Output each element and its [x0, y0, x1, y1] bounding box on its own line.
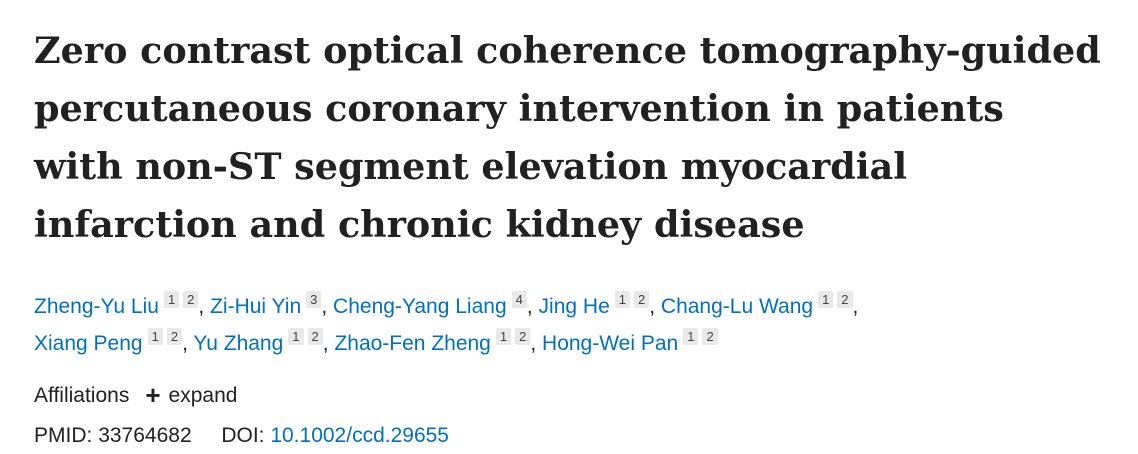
pmid-label: PMID:: [34, 424, 93, 447]
affiliation-ref-badge[interactable]: 2: [183, 291, 199, 308]
affiliations-row: Affiliations + expand: [34, 381, 1104, 411]
author-separator: ,: [526, 295, 533, 318]
author-item: Jing He 1 2,: [538, 291, 656, 318]
affiliation-ref-badge[interactable]: 2: [515, 328, 531, 345]
expand-affiliations-button[interactable]: + expand: [145, 381, 237, 411]
affiliation-ref-badge[interactable]: 2: [837, 291, 853, 308]
affiliation-ref-badge[interactable]: 1: [288, 328, 304, 345]
expand-label: expand: [168, 384, 238, 407]
article-title: Zero contrast optical coherence tomograp…: [34, 29, 1101, 246]
author-item: Cheng-Yang Liang 4,: [333, 291, 533, 318]
doi-label: DOI:: [221, 424, 265, 447]
affiliation-ref-badge[interactable]: 2: [633, 291, 650, 308]
affiliation-ref-badge[interactable]: 4: [511, 291, 527, 308]
author-name-link[interactable]: Chang-Lu Wang: [660, 295, 814, 318]
affiliation-ref-badge[interactable]: 1: [147, 328, 163, 345]
affiliation-ref-badge[interactable]: 2: [166, 328, 183, 345]
author-separator: ,: [321, 295, 328, 318]
author-name-link[interactable]: Hong-Wei Pan: [542, 332, 679, 355]
affiliation-ref-badge[interactable]: 2: [702, 328, 718, 345]
affiliation-ref-badge[interactable]: 1: [818, 291, 834, 308]
author-separator: ,: [322, 332, 329, 355]
author-name-link[interactable]: Cheng-Yang Liang: [333, 295, 507, 318]
author-name-link[interactable]: Zhao-Fen Zheng: [334, 332, 491, 355]
author-item: Zheng-Yu Liu 1 2,: [34, 291, 205, 318]
affiliation-ref-badge[interactable]: 3: [306, 291, 322, 308]
author-name-link[interactable]: Zi-Hui Yin: [210, 295, 302, 318]
author-separator: ,: [852, 295, 859, 318]
affiliation-ref-badge[interactable]: 2: [307, 328, 323, 345]
author-name-link[interactable]: Xiang Peng: [34, 332, 143, 355]
pmid-value: 33764682: [98, 424, 192, 447]
affiliation-ref-badge[interactable]: 1: [163, 291, 180, 308]
author-item: Zi-Hui Yin 3,: [210, 291, 328, 318]
author-item: Chang-Lu Wang 1 2,: [660, 291, 859, 318]
author-name-link[interactable]: Yu Zhang: [193, 332, 284, 355]
author-name-link[interactable]: Zheng-Yu Liu: [34, 295, 159, 318]
authors-list: Zheng-Yu Liu 1 2, Zi-Hui Yin 3, Cheng-Yang …: [34, 288, 1104, 362]
author-separator: ,: [530, 332, 537, 355]
affiliations-label: Affiliations: [34, 384, 130, 407]
doi-link[interactable]: 10.1002/ccd.29655: [270, 424, 449, 447]
author-separator: ,: [649, 295, 656, 318]
author-item: Yu Zhang 1 2,: [193, 328, 329, 355]
affiliation-ref-badge[interactable]: 1: [495, 328, 512, 345]
author-separator: ,: [182, 332, 188, 355]
author-item: Xiang Peng 1 2,: [34, 328, 188, 355]
affiliation-ref-badge[interactable]: 1: [683, 328, 699, 345]
affiliation-ref-badge[interactable]: 1: [614, 291, 630, 308]
plus-icon: +: [145, 380, 161, 410]
author-item: Hong-Wei Pan 1 2: [542, 328, 718, 355]
author-name-link[interactable]: Jing He: [538, 295, 610, 318]
identifiers-row: PMID: 33764682 DOI: 10.1002/ccd.29655: [34, 421, 1104, 451]
author-separator: ,: [198, 295, 205, 318]
author-item: Zhao-Fen Zheng 1 2,: [334, 328, 537, 355]
